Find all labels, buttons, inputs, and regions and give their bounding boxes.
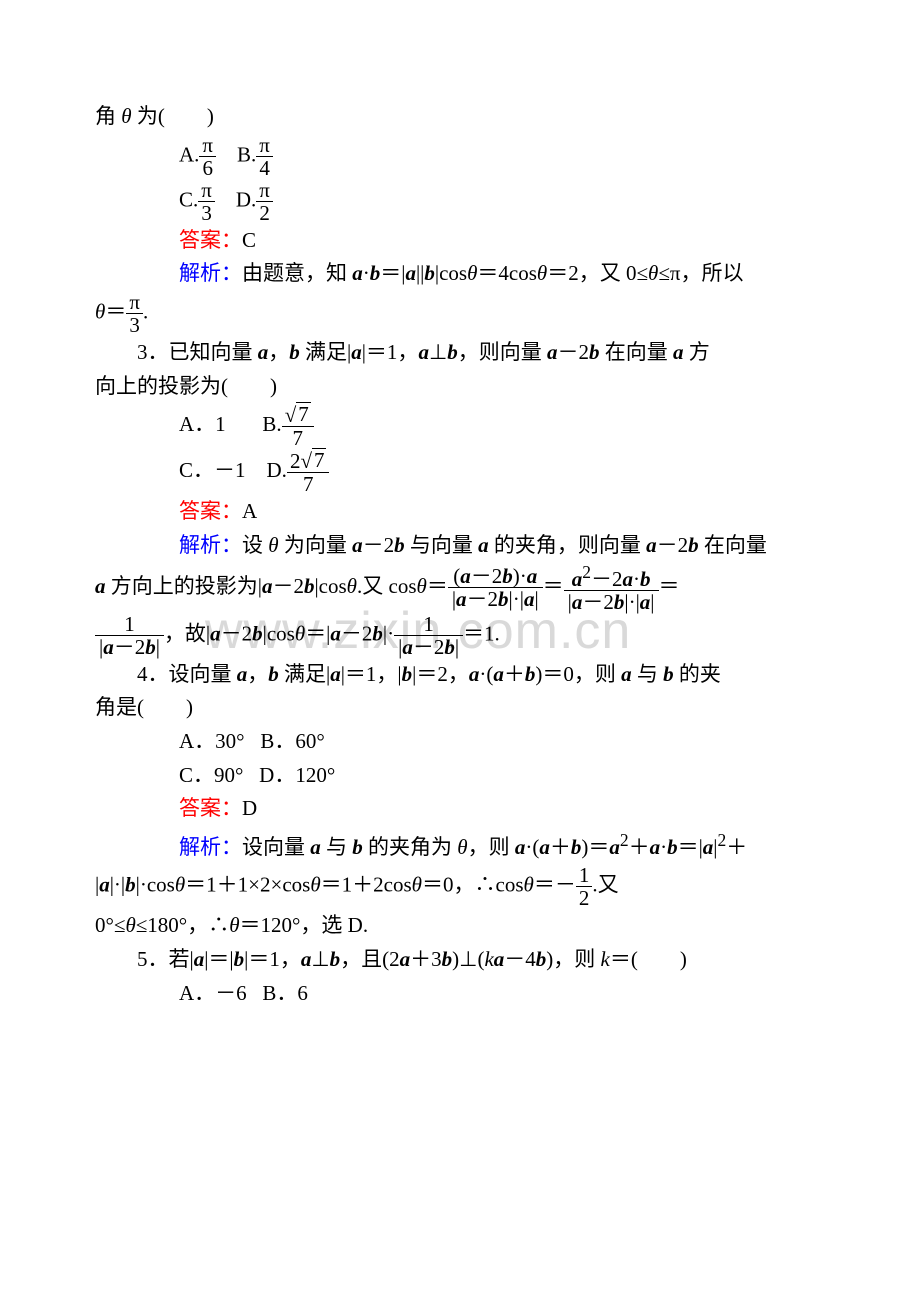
q3-choice-a: A．1 — [179, 412, 226, 436]
q2-d-den: 2 — [256, 202, 273, 224]
q3-explain-line3: 1|a－2b|，故|a－2b|cosθ＝|a－2b|·1|a－2b|＝1. — [95, 613, 825, 658]
q5-choices-row1: A．－6 B．6 — [95, 977, 825, 1011]
choice-d-label: D. — [236, 187, 256, 211]
choice-b-label: B. — [237, 142, 256, 166]
q3-number: 3． — [137, 340, 169, 364]
answer-label: 答案： — [179, 228, 242, 252]
answer-value: C — [242, 228, 256, 252]
explain-label: 解析： — [179, 261, 242, 285]
q2-explain-line1: 解析：由题意，知 a·b＝|a||b|cosθ＝4cosθ＝2，又 0≤θ≤π，… — [95, 257, 825, 291]
q5-choice-b: B．6 — [262, 981, 308, 1005]
q3-d-pre: 2 — [290, 449, 301, 473]
q4-ex2-suf: .又 — [592, 873, 618, 897]
q3-answer: 答案：A — [95, 495, 825, 529]
q5-choice-a: A．－6 — [179, 981, 247, 1005]
q3-f4-num: 1 — [394, 613, 463, 636]
q4-choices-row1: A．30° B．60° — [95, 725, 825, 759]
q2-c-den: 3 — [198, 202, 215, 224]
q2-c-num: π — [198, 179, 215, 202]
q3-b-den: 7 — [282, 427, 314, 449]
q3-b-sqrt: 7 — [296, 402, 311, 425]
q3-explain-line1: 解析：设 θ 为向量 a－2b 与向量 a 的夹角，则向量 a－2b 在向量 — [95, 529, 825, 563]
answer-label: 答案： — [179, 796, 242, 820]
q3-stem-line1: 3．已知向量 a，b 满足|a|＝1，a⊥b，则向量 a－2b 在向量 a 方 — [95, 336, 825, 370]
explain-label: 解析： — [179, 835, 242, 859]
q5-stem: 5．若|a|＝|b|＝1，a⊥b，且(2a＋3b)⊥(ka－4b)，则 k＝( … — [95, 943, 825, 977]
q3-ex-end: ＝1. — [463, 621, 500, 645]
q2-ex-den: 3 — [126, 314, 143, 336]
q3-choice-c: C．－1 — [179, 458, 246, 482]
q4-explain-line1: 解析：设向量 a 与 b 的夹角为 θ，则 a·(a＋b)＝a2＋a·b＝|a|… — [95, 826, 825, 865]
q3-stem-line2: 向上的投影为( ) — [95, 370, 825, 404]
q4-choices-row2: C．90° D．120° — [95, 759, 825, 793]
q5-number: 5． — [137, 947, 169, 971]
q2-answer: 答案：C — [95, 224, 825, 258]
answer-value: A — [242, 499, 257, 523]
q2-ex-num: π — [126, 291, 143, 314]
q4-explain-line3: 0°≤θ≤180°，∴θ＝120°，选 D. — [95, 909, 825, 943]
q2-a-num: π — [199, 134, 216, 157]
q2-a-den: 6 — [199, 157, 216, 179]
choice-a-label: A. — [179, 142, 199, 166]
q4-f-den: 2 — [576, 887, 593, 909]
q2-b-den: 4 — [256, 157, 273, 179]
answer-label: 答案： — [179, 499, 242, 523]
q3-d-den: 7 — [287, 473, 330, 495]
q3-choices-row1: A．1 B.√77 — [95, 403, 825, 449]
q2-d-num: π — [256, 179, 273, 202]
q3-f3-num: 1 — [95, 613, 164, 636]
q4-number: 4． — [137, 662, 169, 686]
q3-choice-b-label: B. — [262, 412, 281, 436]
q2-choices-row1: A.π6 B.π4 — [95, 134, 825, 179]
q4-choice-d: D．120° — [259, 763, 335, 787]
q2-explain-line2: θ＝π3. — [95, 291, 825, 336]
q3-choice-d-label: D. — [267, 458, 287, 482]
q3-explain-line2: a 方向上的投影为|a－2b|cosθ.又 cosθ＝(a－2b)·a|a－2b… — [95, 563, 825, 613]
choice-c-label: C. — [179, 187, 198, 211]
explain-label: 解析： — [179, 533, 242, 557]
q3-choices-row2: C．－1 D.2√77 — [95, 449, 825, 495]
q4-stem-line2: 角是( ) — [95, 691, 825, 725]
q2-b-num: π — [256, 134, 273, 157]
q4-choice-c: C．90° — [179, 763, 243, 787]
q4-choice-a: A．30° — [179, 729, 245, 753]
q4-explain-line2: |a|·|b|·cosθ＝1＋1×2×cosθ＝1＋2cosθ＝0，∴cosθ＝… — [95, 864, 825, 909]
q2-ex-suf: . — [143, 299, 148, 323]
q2-choices-row2: C.π3 D.π2 — [95, 179, 825, 224]
q4-f-num: 1 — [576, 864, 593, 887]
answer-value: D — [242, 796, 257, 820]
q4-choice-b: B．60° — [260, 729, 324, 753]
q4-answer: 答案：D — [95, 792, 825, 826]
q2-stem-tail: 角 θ 为( ) — [95, 100, 825, 134]
q4-stem-line1: 4．设向量 a，b 满足|a|＝1，|b|＝2，a·(a＋b)＝0，则 a 与 … — [95, 658, 825, 692]
q3-d-sqrt: 7 — [312, 448, 327, 471]
